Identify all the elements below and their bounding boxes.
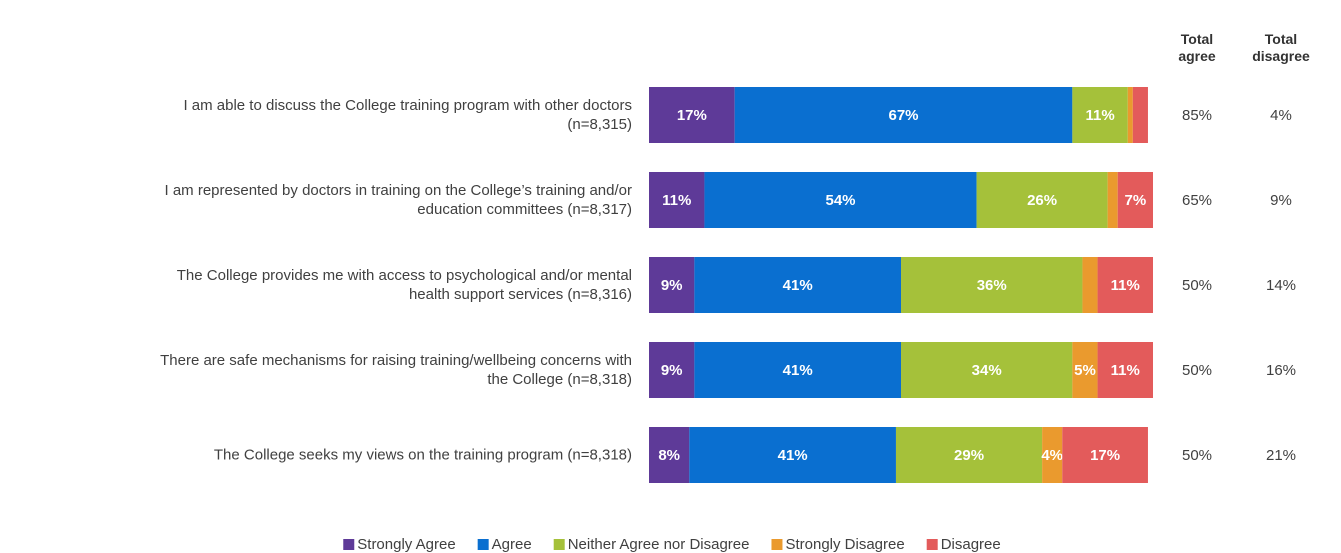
bar-segment — [1062, 427, 1148, 483]
data-label: 26% — [1027, 192, 1057, 209]
legend-swatch — [771, 539, 783, 550]
column-header: Total disagree — [1252, 31, 1310, 64]
bar-segment — [1127, 87, 1133, 143]
legend-swatch — [343, 539, 355, 550]
data-label: 54% — [826, 192, 856, 209]
legend-label: Strongly Disagree — [785, 536, 904, 553]
bar-segment — [694, 257, 901, 313]
category-label: I am able to discuss the College trainin… — [183, 97, 632, 133]
data-label: 41% — [783, 277, 813, 294]
category-label: The College provides me with access to p… — [176, 267, 632, 303]
legend-label: Agree — [492, 536, 532, 553]
bar-segment — [689, 427, 896, 483]
data-label: 9% — [661, 277, 683, 294]
legend-label: Strongly Agree — [357, 536, 455, 553]
bar-segment — [1072, 342, 1098, 398]
bar-segment — [976, 172, 1108, 228]
data-label: 17% — [1090, 447, 1120, 464]
data-label: 8% — [658, 447, 680, 464]
data-label: 11% — [1111, 362, 1140, 379]
total-disagree-value: 4% — [1270, 107, 1292, 124]
bar-segment — [1117, 172, 1153, 228]
total-agree-value: 65% — [1182, 192, 1212, 209]
legend-label: Neither Agree nor Disagree — [568, 536, 750, 553]
bar-segment — [1082, 257, 1098, 313]
bar-segment — [649, 427, 690, 483]
bar-segment — [1072, 87, 1128, 143]
data-label: 17% — [677, 107, 707, 124]
data-label: 9% — [661, 362, 683, 379]
bar-segment — [1107, 172, 1118, 228]
bar-segment — [1097, 257, 1153, 313]
bar-segment — [901, 257, 1083, 313]
bar-segment — [694, 342, 901, 398]
data-label: 4% — [1041, 447, 1063, 464]
total-disagree-value: 9% — [1270, 192, 1292, 209]
bar-segment — [649, 342, 695, 398]
category-label: There are safe mechanisms for raising tr… — [160, 352, 632, 388]
total-agree-value: 50% — [1182, 447, 1212, 464]
bar-segment — [895, 427, 1043, 483]
bar-segment — [901, 342, 1073, 398]
data-label: 29% — [954, 447, 984, 464]
bar-segment — [1097, 342, 1153, 398]
data-label: 34% — [972, 362, 1002, 379]
legend-swatch — [926, 539, 938, 550]
column-header: Total agree — [1178, 31, 1216, 64]
bar-segment — [649, 257, 695, 313]
bar-segment — [649, 87, 735, 143]
data-label: 11% — [1085, 107, 1114, 124]
legend-label: Disagree — [941, 536, 1001, 553]
data-label: 5% — [1074, 362, 1096, 379]
bar-segment — [649, 172, 705, 228]
total-agree-value: 85% — [1182, 107, 1212, 124]
data-label: 67% — [889, 107, 919, 124]
data-label: 41% — [783, 362, 813, 379]
data-label: 36% — [977, 277, 1007, 294]
legend-swatch — [553, 539, 565, 550]
total-agree-value: 50% — [1182, 362, 1212, 379]
bar-segment — [1132, 87, 1148, 143]
legend-swatch — [477, 539, 489, 550]
bar-segment — [704, 172, 977, 228]
bar-segment — [734, 87, 1073, 143]
total-disagree-value: 21% — [1266, 447, 1296, 464]
category-label: The College seeks my views on the traini… — [213, 446, 632, 464]
total-disagree-value: 14% — [1266, 277, 1296, 294]
total-disagree-value: 16% — [1266, 362, 1296, 379]
data-label: 7% — [1125, 192, 1147, 209]
bar-segment — [1042, 427, 1063, 483]
total-agree-value: 50% — [1182, 277, 1212, 294]
data-label: 11% — [1111, 277, 1140, 294]
category-label: I am represented by doctors in training … — [164, 182, 633, 218]
data-label: 11% — [662, 192, 691, 209]
data-label: 41% — [778, 447, 808, 464]
